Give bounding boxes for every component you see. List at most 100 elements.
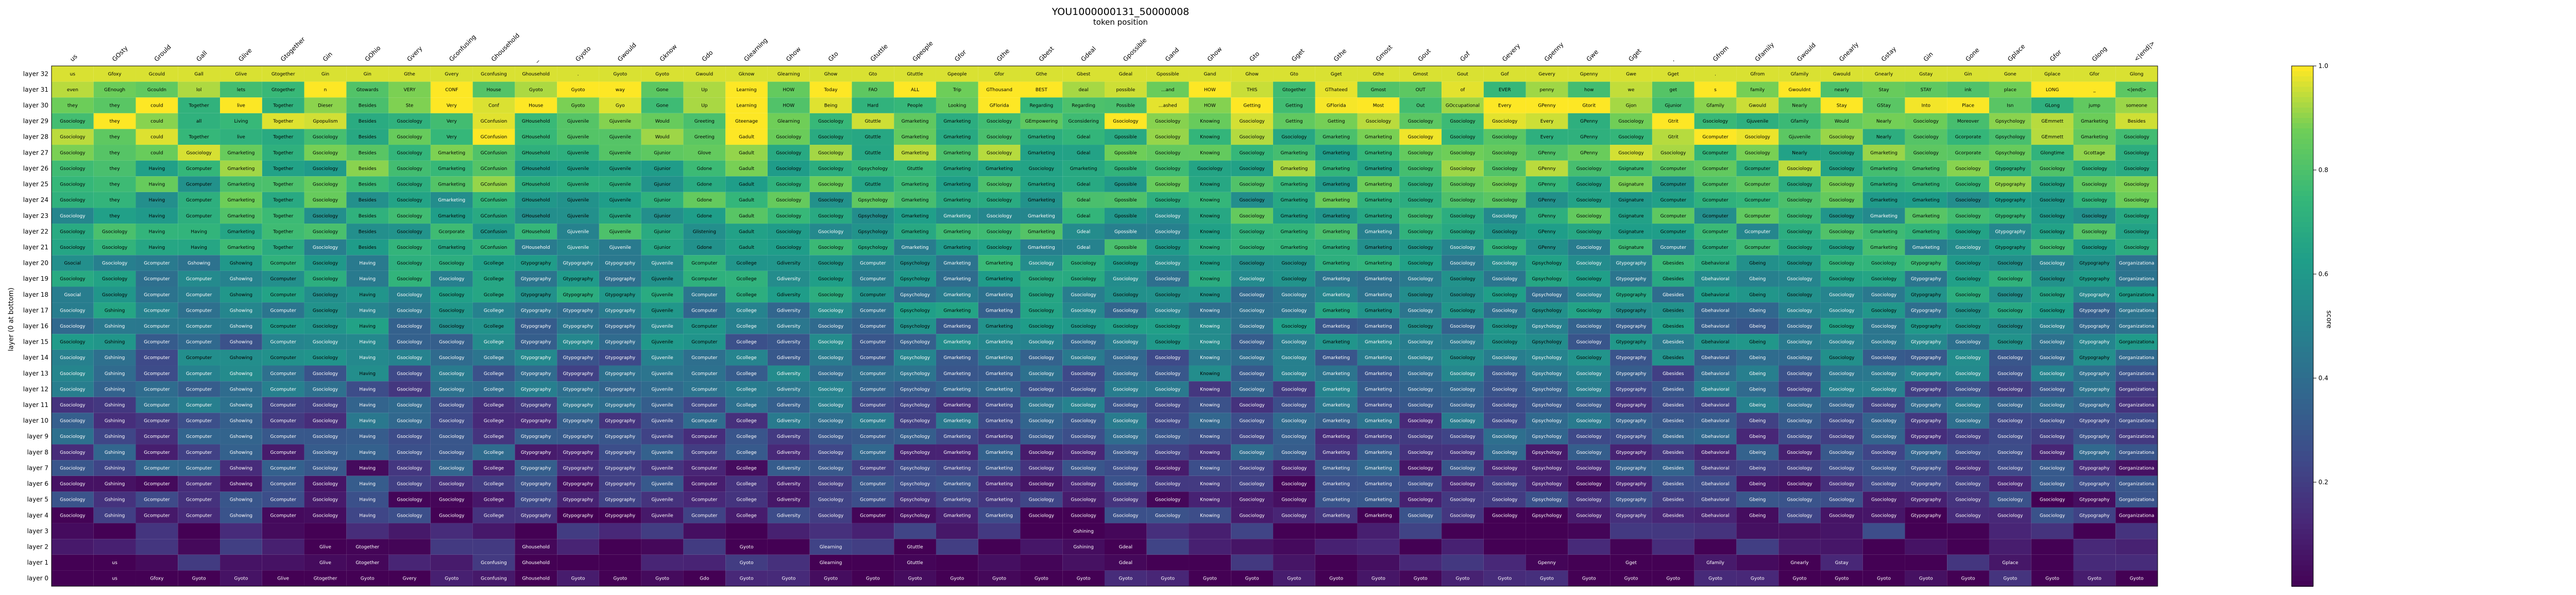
heatmap-cell (1652, 129, 1694, 145)
cell-label: Gsociology (60, 229, 86, 234)
heatmap-cell (178, 539, 221, 555)
cell-label: Gsociology (1113, 371, 1139, 377)
cell-label: GConfusion (481, 182, 507, 188)
cell-label: Gsociology (313, 293, 338, 298)
colorbar-segment (2292, 388, 2313, 395)
cell-label: Gcomputer (1660, 198, 1687, 203)
cell-label: Gcomputer (860, 293, 886, 298)
cell-label: Gmarketing (902, 229, 929, 234)
x-tick-label: Gand (1164, 46, 1180, 63)
heatmap-cell (93, 145, 136, 161)
cell-label: Gsociology (1997, 403, 2023, 408)
heatmap-cell (2031, 129, 2074, 145)
heatmap-cell (809, 145, 852, 161)
heatmap-cell (1862, 113, 1905, 129)
x-tick-label: Gbest (1038, 45, 1056, 63)
heatmap-cell (472, 160, 515, 177)
cell-label: Having (149, 245, 165, 250)
cell-label: Gsociology (313, 387, 338, 392)
heatmap-cells: us Gfoxy Gcould Gall Glive Gtogether Gin Gin Gth… (51, 65, 2158, 587)
cell-label: Gmarketing (986, 340, 1013, 345)
cell-label: Gyoto (1371, 576, 1385, 582)
heatmap-cell (1694, 160, 1737, 177)
cell-label: Gsociology (313, 403, 338, 408)
cell-label: Gsociology (313, 355, 338, 361)
cell-label: Gmarketing (943, 245, 971, 250)
cell-label: lets (237, 88, 246, 93)
heatmap-cell (641, 554, 684, 571)
heatmap-cell (1947, 97, 1989, 113)
heatmap-cell (1442, 81, 1484, 98)
cell-label: Gmarketing (1870, 214, 1897, 219)
cell-label: Gsociology (2040, 498, 2065, 503)
heatmap-cell (1526, 66, 1568, 82)
cell-label: Gconfusing (481, 576, 507, 582)
cell-label: Greeting (694, 135, 715, 140)
heatmap-cell (1357, 539, 1400, 555)
heatmap-cell (641, 97, 684, 113)
colorbar-segment (2292, 565, 2313, 571)
colorbar-segment (2292, 362, 2313, 368)
heatmap-cell (1357, 66, 1400, 82)
heatmap-cell (2031, 554, 2074, 571)
cell-label: Gmarketing (1365, 245, 1392, 250)
cell-label: Gtuttle (865, 150, 882, 156)
cell-label: BEST (1036, 88, 1048, 93)
cell-label: Gsociology (1829, 498, 1855, 503)
heatmap-cell (1568, 81, 1611, 98)
cell-label: Gsociology (313, 182, 338, 188)
cell-label: Gsociology (1029, 324, 1055, 329)
cell-label: Gsociology (2040, 450, 2065, 455)
cell-label: Gcomputer (144, 419, 170, 424)
cell-label: Gjuvenile (651, 340, 673, 345)
cell-label: Gsociology (1787, 498, 1812, 503)
cell-label: Gmarketing (1323, 340, 1350, 345)
cell-label: Gtypography (1995, 198, 2025, 203)
heatmap-cell (1526, 539, 1568, 555)
cell-label: Gsociology (1281, 293, 1307, 298)
cell-label: Gpsychology (900, 324, 930, 329)
cell-label: Gsociology (60, 371, 86, 377)
cell-label: Having (359, 324, 376, 329)
heatmap-cell (304, 176, 347, 192)
cell-label: Gsociology (818, 419, 844, 424)
heatmap-cell (346, 66, 389, 82)
cell-label: Gsociology (818, 277, 844, 282)
cell-label: Gsociology (1029, 293, 1055, 298)
heatmap-cell (1399, 539, 1442, 555)
cell-label: Gjuvenile (567, 119, 589, 124)
colorbar-segment (2292, 347, 2313, 353)
cell-label: GConfusion (481, 150, 507, 156)
cell-label: Gadult (739, 166, 754, 172)
colorbar-segment (2292, 66, 2313, 72)
cell-label: Gsociology (987, 119, 1012, 124)
cell-label: Gjuvenile (651, 434, 673, 439)
heatmap-cell (52, 81, 94, 98)
cell-label: Gtypography (2079, 293, 2110, 298)
heatmap-cell (1483, 523, 1526, 539)
cell-label: Gsociology (1492, 245, 1518, 250)
cell-label: Gshowing (230, 419, 252, 424)
cell-label: Gshining (105, 466, 125, 471)
cell-label: Gmarketing (943, 371, 971, 377)
cell-label: Gcomputer (186, 355, 212, 361)
cell-label: Gpsychology (1532, 434, 1563, 439)
cell-label: us (112, 576, 117, 582)
cell-label: Gmarketing (943, 308, 971, 313)
cell-label: Gmarketing (227, 245, 255, 250)
heatmap-cell (936, 539, 978, 555)
cell-label: Gsociology (1871, 293, 1897, 298)
cell-label: Gsociology (1029, 277, 1055, 282)
heatmap-cell (472, 539, 515, 555)
cell-label: Gsociology (1871, 482, 1897, 487)
cell-label: Gsociology (1955, 355, 1981, 361)
cell-label: Gwe (1626, 72, 1636, 77)
cell-label: Gcomputer (1702, 135, 1728, 140)
heatmap-cell (1442, 129, 1484, 145)
cell-label: Gtypography (1911, 403, 1941, 408)
cell-label: Gorganizationa (2119, 324, 2154, 329)
cell-label: Gtypography (1911, 387, 1941, 392)
heatmap-cell (1146, 176, 1189, 192)
cell-label: Gsociology (1281, 466, 1307, 471)
cell-label: Having (359, 355, 376, 361)
